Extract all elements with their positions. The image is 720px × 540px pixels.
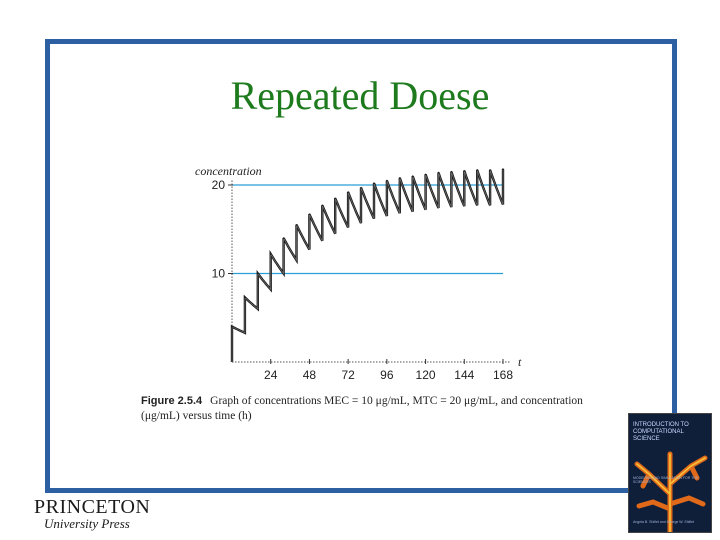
- x-tick-label-168: 168: [493, 368, 513, 382]
- curve-peak-point-4: [282, 237, 285, 239]
- chart-axes: [228, 179, 511, 364]
- curve-peak-point-3: [269, 253, 272, 255]
- x-tick-label-144: 144: [454, 368, 474, 382]
- curve-peak-point-8: [334, 197, 337, 200]
- curve-peak-point-17: [450, 170, 453, 173]
- x-tick-label-96: 96: [380, 368, 394, 382]
- curve-peak-point-19: [476, 169, 478, 171]
- curve-peak-point-10: [360, 186, 362, 189]
- publisher-press: University Press: [44, 516, 130, 531]
- publisher-logo: PRINCETON University Press: [34, 497, 150, 531]
- curve-peak-point-0: [231, 325, 233, 328]
- curve-peak-point-1: [244, 296, 246, 299]
- figure-caption-text: Graph of concentrations MEC = 10 μg/mL, …: [141, 395, 583, 422]
- chart-labels: 10 20 24 48 72 96 120 144 168 concentration t: [195, 164, 522, 382]
- book-cover-image: INTRODUCTION TO COMPUTATIONAL SCIENCE MO…: [628, 413, 712, 533]
- curve-peak-point-11: [373, 182, 375, 185]
- curve-peak-point-5: [295, 224, 298, 226]
- x-tick-label-72: 72: [341, 368, 355, 382]
- curve-peak-point-12: [386, 179, 388, 182]
- curve-peak-point-7: [321, 204, 324, 207]
- curve-peak-point-21: [502, 168, 504, 170]
- book-cover-authors: Angela B. Shiflet and George W. Shiflet: [633, 520, 695, 524]
- slide-frame: [45, 39, 677, 493]
- curve-peak-point-20: [489, 169, 491, 171]
- y-axis-label: concentration: [195, 164, 262, 178]
- publisher-name: PRINCETON: [34, 496, 151, 518]
- curve-peak-point-15: [424, 173, 427, 176]
- book-cover-subtitle: MODELING AND SIMULATION FOR THE SCIENCES: [633, 476, 699, 484]
- curve-peak-point-18: [463, 170, 466, 172]
- x-tick-label-24: 24: [264, 368, 278, 382]
- chart-grid: [232, 184, 503, 275]
- concentration-curve: [230, 169, 505, 362]
- x-tick-label-120: 120: [416, 368, 436, 382]
- figure-caption: Figure 2.5.4 Graph of concentrations MEC …: [141, 394, 611, 424]
- x-tick-label-48: 48: [303, 368, 317, 382]
- y-tick-label-20: 20: [212, 178, 226, 192]
- book-cover-title: INTRODUCTION TO COMPUTATIONAL SCIENCE: [633, 422, 689, 442]
- chart-series: [230, 168, 505, 362]
- slide-title: Repeated Doese: [230, 73, 490, 118]
- x-axis-label: t: [518, 355, 522, 369]
- curve-peak-point-14: [411, 175, 414, 177]
- curve-peak-point-9: [347, 191, 349, 193]
- curve-peak-point-16: [437, 171, 440, 174]
- curve-peak-point-13: [398, 177, 401, 179]
- figure-label: Figure 2.5.4: [141, 395, 203, 407]
- curve-peak-point-6: [308, 213, 311, 216]
- curve-peak-point-2: [257, 272, 259, 275]
- book-cover-artwork: [629, 414, 711, 532]
- y-tick-label-10: 10: [212, 267, 226, 281]
- concentration-curve-highlight: [231, 169, 504, 362]
